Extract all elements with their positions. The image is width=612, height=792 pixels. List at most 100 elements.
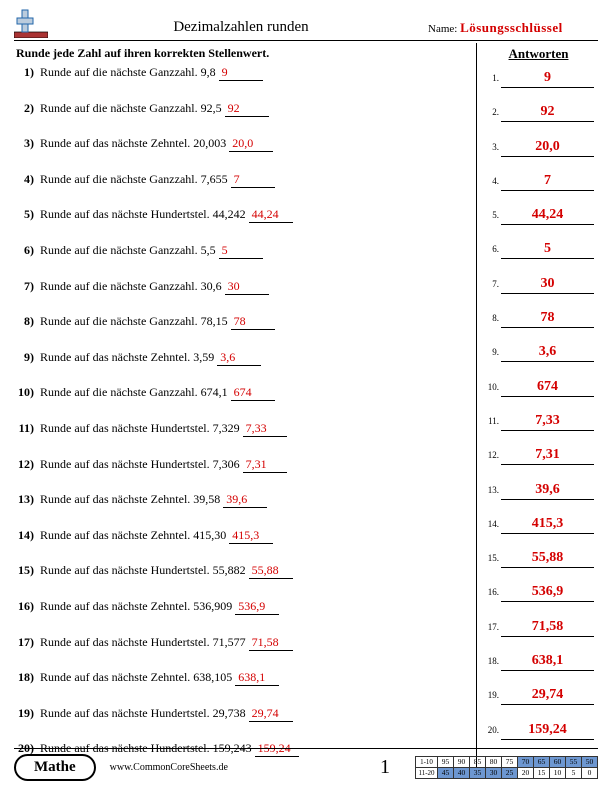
problem-text: Runde auf das nächste Zehntel. 39,58 39,… (40, 492, 267, 508)
inline-answer: 44,24 (252, 207, 279, 221)
problem-number: 11) (14, 421, 40, 436)
answer-number: 18. (483, 656, 501, 666)
logo-icon (14, 8, 48, 38)
answer-number: 14. (483, 519, 501, 529)
problem-text: Runde auf das nächste Hundertstel. 44,24… (40, 207, 293, 223)
answer-value: 78 (501, 310, 594, 328)
answer-blank: 71,58 (249, 635, 293, 651)
problem-text: Runde auf die nächste Ganzzahl. 78,15 78 (40, 314, 275, 330)
problem-number: 9) (14, 350, 40, 365)
answer-value: 71,58 (501, 619, 594, 637)
problem-row: 12)Runde auf das nächste Hundertstel. 7,… (14, 457, 470, 473)
problems-column: Runde jede Zahl auf ihren korrekten Stel… (14, 43, 476, 777)
answer-row: 6.5 (483, 241, 594, 259)
content-area: Runde jede Zahl auf ihren korrekten Stel… (14, 43, 598, 777)
problem-text: Runde auf die nächste Ganzzahl. 5,5 5 (40, 243, 263, 259)
problem-number: 15) (14, 563, 40, 578)
score-cell: 90 (454, 756, 470, 767)
problem-row: 18)Runde auf das nächste Zehntel. 638,10… (14, 670, 470, 686)
score-cell: 30 (486, 767, 502, 778)
answer-blank: 9 (219, 65, 263, 81)
answer-number: 17. (483, 622, 501, 632)
answer-blank: 674 (231, 385, 275, 401)
inline-answer: 20,0 (232, 136, 253, 150)
problem-text: Runde auf das nächste Hundertstel. 71,57… (40, 635, 293, 651)
answer-row: 19.29,74 (483, 687, 594, 705)
problem-number: 6) (14, 243, 40, 258)
score-cell: 25 (502, 767, 518, 778)
inline-answer: 7 (234, 172, 240, 186)
inline-answer: 674 (234, 385, 252, 399)
answer-value: 536,9 (501, 584, 594, 602)
inline-answer: 638,1 (238, 670, 265, 684)
answers-header: Antworten (483, 46, 594, 62)
answer-value: 7,33 (501, 413, 594, 431)
answer-number: 8. (483, 313, 501, 323)
answer-value: 29,74 (501, 687, 594, 705)
worksheet-page: Dezimalzahlen runden Name: Lösungsschlüs… (0, 0, 612, 792)
answer-number: 12. (483, 450, 501, 460)
answers-column: Antworten 1.92.923.20,04.75.44,246.57.30… (476, 43, 594, 777)
problem-row: 15)Runde auf das nächste Hundertstel. 55… (14, 563, 470, 579)
answer-row: 4.7 (483, 173, 594, 191)
answer-number: 3. (483, 142, 501, 152)
problem-text: Runde auf das nächste Zehntel. 415,30 41… (40, 528, 273, 544)
page-number: 1 (355, 756, 415, 779)
answer-value: 159,24 (501, 722, 594, 740)
answer-number: 2. (483, 107, 501, 117)
answer-value: 7 (501, 173, 594, 191)
answer-row: 14.415,3 (483, 516, 594, 534)
problem-number: 18) (14, 670, 40, 685)
site-url: www.CommonCoreSheets.de (110, 762, 355, 773)
problem-row: 3)Runde auf das nächste Zehntel. 20,003 … (14, 136, 470, 152)
answer-value: 20,0 (501, 139, 594, 157)
answer-number: 15. (483, 553, 501, 563)
score-cell: 95 (438, 756, 454, 767)
inline-answer: 92 (228, 101, 240, 115)
answer-blank: 536,9 (235, 599, 279, 615)
score-cell: 60 (550, 756, 566, 767)
answer-blank: 5 (219, 243, 263, 259)
answer-blank: 7,33 (243, 421, 287, 437)
answer-number: 10. (483, 382, 501, 392)
inline-answer: 71,58 (252, 635, 279, 649)
instructions: Runde jede Zahl auf ihren korrekten Stel… (16, 46, 470, 61)
answer-row: 12.7,31 (483, 447, 594, 465)
inline-answer: 30 (228, 279, 240, 293)
answer-number: 9. (483, 347, 501, 357)
score-cell: 40 (454, 767, 470, 778)
score-cell: 10 (550, 767, 566, 778)
answer-number: 4. (483, 176, 501, 186)
answer-blank: 20,0 (229, 136, 273, 152)
answer-row: 2.92 (483, 104, 594, 122)
inline-answer: 7,31 (246, 457, 267, 471)
answer-blank: 3,6 (217, 350, 261, 366)
answer-value: 55,88 (501, 550, 594, 568)
answer-blank: 29,74 (249, 706, 293, 722)
problem-row: 1)Runde auf die nächste Ganzzahl. 9,8 9 (14, 65, 470, 81)
answer-number: 5. (483, 210, 501, 220)
answer-row: 20.159,24 (483, 722, 594, 740)
problem-text: Runde auf das nächste Zehntel. 536,909 5… (40, 599, 279, 615)
problem-number: 17) (14, 635, 40, 650)
answer-value: 44,24 (501, 207, 594, 225)
score-cell: 5 (566, 767, 582, 778)
inline-answer: 3,6 (220, 350, 235, 364)
problem-number: 4) (14, 172, 40, 187)
answer-blank: 7,31 (243, 457, 287, 473)
score-cell: 45 (438, 767, 454, 778)
answer-row: 9.3,6 (483, 344, 594, 362)
name-label: Name: (428, 23, 457, 35)
name-area: Name: Lösungsschlüssel (428, 20, 598, 38)
inline-answer: 9 (222, 65, 228, 79)
score-cell: 20 (518, 767, 534, 778)
problem-row: 9)Runde auf das nächste Zehntel. 3,59 3,… (14, 350, 470, 366)
score-cell: 75 (502, 756, 518, 767)
problem-row: 8)Runde auf die nächste Ganzzahl. 78,15 … (14, 314, 470, 330)
score-cell: 85 (470, 756, 486, 767)
problem-number: 7) (14, 279, 40, 294)
header: Dezimalzahlen runden Name: Lösungsschlüs… (14, 8, 598, 41)
inline-answer: 415,3 (232, 528, 259, 542)
answer-blank: 7 (231, 172, 275, 188)
score-label: 1-10 (416, 756, 438, 767)
